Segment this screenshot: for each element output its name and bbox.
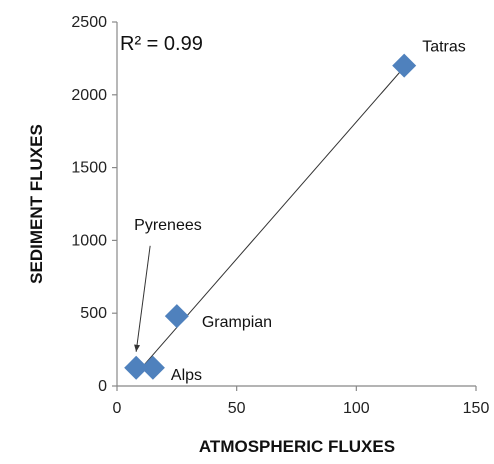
data-point-pyrenees — [124, 355, 149, 380]
y-tick-label: 1500 — [71, 160, 107, 177]
y-tick-label: 500 — [80, 305, 107, 322]
y-tick-label: 2500 — [71, 14, 107, 31]
pyrenees-arrow — [135, 245, 151, 352]
point-label-grampian: Grampian — [202, 314, 272, 331]
r-squared-annotation: R² = 0.99 — [120, 33, 203, 55]
x-tick-label: 100 — [343, 400, 370, 417]
y-axis-ticks: 0 500 1000 1500 2000 2500 — [71, 14, 117, 395]
y-tick-label: 0 — [98, 378, 107, 395]
data-point-grampian — [164, 304, 189, 329]
x-axis-title: ATMOSPHERIC FLUXES — [199, 437, 395, 456]
y-tick-label: 1000 — [71, 232, 107, 249]
data-points — [124, 53, 417, 380]
point-label-pyrenees: Pyrenees — [134, 217, 202, 234]
axes — [116, 22, 476, 387]
data-point-tatras — [392, 53, 417, 78]
x-tick-label: 0 — [113, 400, 122, 417]
x-tick-label: 150 — [463, 400, 490, 417]
x-tick-label: 50 — [228, 400, 246, 417]
pyrenees-arrowhead — [134, 344, 141, 352]
x-axis-ticks: 0 50 100 150 — [113, 386, 490, 417]
y-axis-title: SEDIMENT FLUXES — [27, 124, 46, 284]
y-tick-label: 2000 — [71, 87, 107, 104]
point-label-alps: Alps — [171, 367, 202, 384]
point-labels: Tatras Grampian Alps Pyrenees — [134, 39, 466, 384]
data-point-alps — [140, 355, 165, 380]
point-label-tatras: Tatras — [422, 39, 466, 56]
